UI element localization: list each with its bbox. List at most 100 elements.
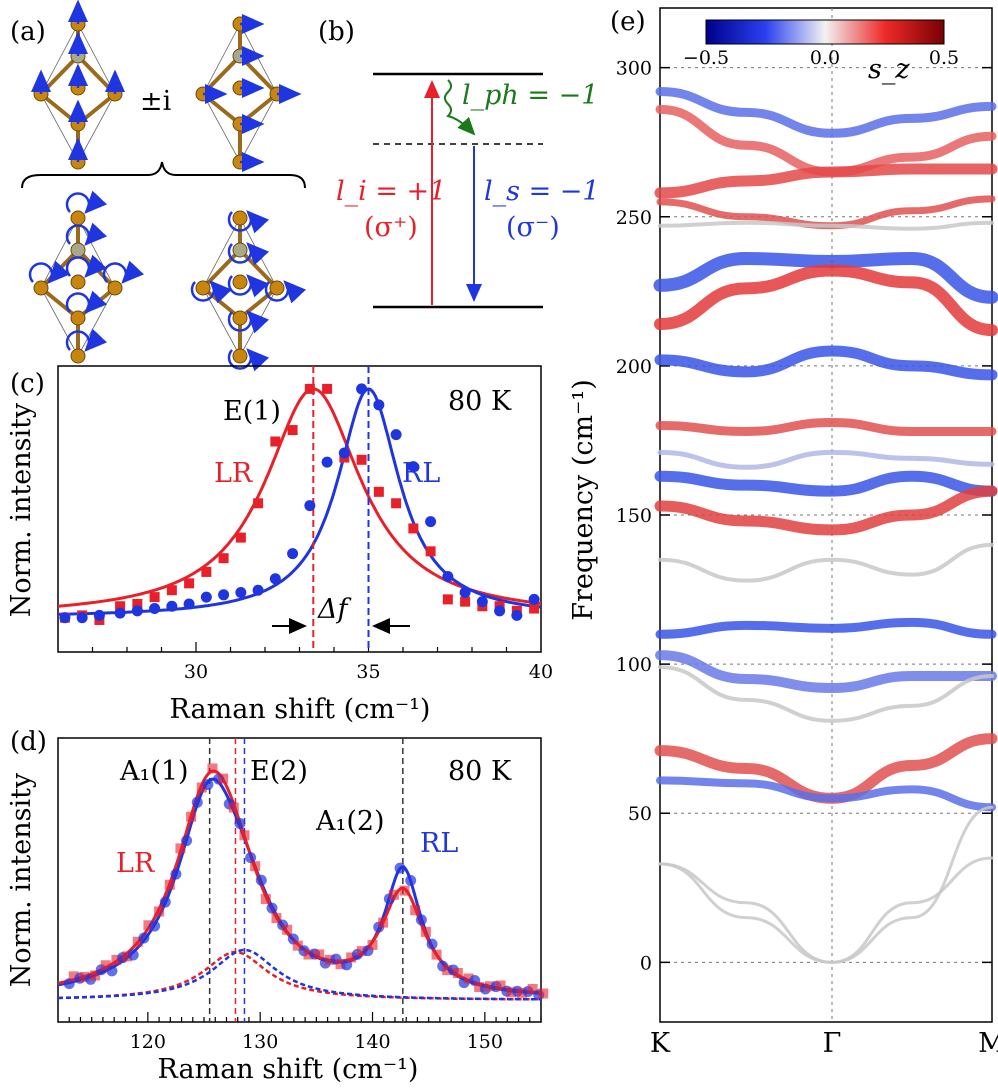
lr-data-point bbox=[287, 425, 298, 436]
rl-data-point bbox=[170, 868, 182, 880]
rl-data-point bbox=[426, 938, 438, 950]
rl-data-point bbox=[138, 932, 150, 944]
rotation-arrow bbox=[190, 280, 232, 304]
lr-data-point bbox=[201, 566, 212, 577]
y-tick-label: 100 bbox=[616, 654, 652, 676]
rotation-arrow bbox=[227, 274, 269, 298]
atom bbox=[195, 280, 211, 296]
lr-data-point bbox=[186, 811, 197, 822]
lr-data-point bbox=[239, 830, 250, 841]
x-tick-label: 35 bbox=[356, 661, 380, 683]
lr-data-point bbox=[516, 987, 527, 998]
lr-data-point bbox=[460, 596, 471, 607]
rl-data-point bbox=[338, 447, 350, 459]
lr-data-point bbox=[166, 585, 177, 596]
peak-a1-2-label: A₁(2) bbox=[315, 806, 385, 837]
rl-data-point bbox=[390, 429, 402, 441]
lr-data-point bbox=[538, 988, 549, 999]
rl-data-point bbox=[131, 605, 143, 617]
lr-fit-line bbox=[57, 387, 542, 608]
x-tick-label: 40 bbox=[529, 661, 553, 683]
atom bbox=[269, 280, 285, 296]
rotation-arrow bbox=[227, 210, 269, 234]
lr-data-point bbox=[378, 917, 389, 928]
molecule-bottom-left bbox=[28, 190, 144, 364]
rl-data-point bbox=[269, 573, 281, 585]
rotation-arrow bbox=[28, 260, 70, 284]
lr-data-point bbox=[270, 436, 281, 447]
rotation-arrow bbox=[65, 190, 107, 214]
atom bbox=[70, 274, 86, 290]
rl-data-point bbox=[166, 600, 178, 612]
y-tick-label: 50 bbox=[628, 803, 652, 825]
cbar-label: s_z bbox=[868, 54, 910, 85]
plot-c-rl-label: RL bbox=[402, 458, 440, 489]
rl-data-point bbox=[494, 605, 506, 617]
sigma-minus-label: (σ⁻) bbox=[506, 212, 560, 243]
x-tick-label: 120 bbox=[130, 1031, 166, 1053]
lr-data-point bbox=[79, 971, 90, 982]
phonon-band-12 bbox=[654, 485, 998, 536]
rl-data-point bbox=[405, 874, 417, 886]
rl-data-point bbox=[459, 587, 471, 599]
lr-data-point bbox=[149, 592, 160, 603]
rl-data-point bbox=[321, 456, 333, 468]
rl-fit-line bbox=[58, 387, 542, 616]
rl-data-point bbox=[304, 500, 316, 512]
lr-data-point bbox=[253, 498, 264, 509]
lr-data-point bbox=[282, 924, 293, 935]
y-tick-label: 150 bbox=[616, 505, 652, 527]
lr-data-point bbox=[391, 498, 402, 509]
lr-data-point bbox=[115, 601, 126, 612]
phonon-band-13 bbox=[658, 542, 994, 583]
phonon-band-18 bbox=[656, 776, 996, 812]
lr-data-point bbox=[452, 968, 463, 979]
lr-data-point bbox=[527, 983, 538, 994]
phonon-band-6 bbox=[653, 252, 998, 304]
rotation-arrow bbox=[65, 254, 107, 278]
y-tick-label: 200 bbox=[616, 356, 652, 378]
lr-data-point bbox=[484, 981, 495, 992]
brace bbox=[21, 161, 306, 189]
atom bbox=[232, 310, 248, 326]
rl-data-point bbox=[511, 609, 523, 621]
rl-data-point bbox=[266, 902, 278, 914]
phonon-band-10 bbox=[657, 449, 995, 470]
rl-data-point bbox=[93, 609, 105, 621]
rl-data-point bbox=[394, 862, 406, 874]
rl-data-point bbox=[191, 796, 203, 808]
bond bbox=[238, 286, 279, 320]
phonon-bands bbox=[653, 87, 998, 964]
k-label-M: M bbox=[978, 1028, 998, 1059]
panel-b-label: (b) bbox=[318, 17, 355, 47]
lr-data-point bbox=[431, 949, 442, 960]
molecule-top-left bbox=[31, 0, 125, 170]
rl-data-point bbox=[373, 399, 385, 411]
lr-data-point bbox=[143, 920, 154, 931]
rl-data-point bbox=[106, 965, 118, 977]
peak-a1-1-label: A₁(1) bbox=[119, 756, 189, 787]
plot-c-ylabel: Norm. intensity bbox=[6, 402, 37, 617]
rl-data-point bbox=[442, 570, 454, 582]
plot-c-lr-label: LR bbox=[214, 458, 253, 489]
panel-c-label: (c) bbox=[10, 369, 45, 399]
molecule-top-right bbox=[195, 14, 302, 172]
k-label-Γ: Γ bbox=[823, 1028, 842, 1059]
phonon-arrow bbox=[444, 79, 476, 136]
l-s-label: l_s = −1 bbox=[484, 176, 600, 207]
lr-data-point bbox=[68, 971, 79, 982]
lr-data-point bbox=[235, 532, 246, 543]
x-tick-label: 30 bbox=[184, 661, 208, 683]
rl-data-point bbox=[218, 589, 230, 601]
lr-data-point bbox=[495, 980, 506, 991]
rl-data-point bbox=[181, 835, 193, 847]
lr-data-point bbox=[218, 553, 229, 564]
lr-data-point bbox=[184, 578, 195, 589]
k-label-K: K bbox=[650, 1028, 671, 1059]
plot-d-frame bbox=[57, 737, 542, 1023]
rl-data-point bbox=[183, 598, 195, 610]
plot-c-xlabel: Raman shift (cm⁻¹) bbox=[170, 694, 431, 725]
lr-data-point bbox=[100, 960, 111, 971]
plot-d-xlabel: Raman shift (cm⁻¹) bbox=[158, 1054, 419, 1085]
plot-d-temp: 80 K bbox=[448, 756, 512, 787]
